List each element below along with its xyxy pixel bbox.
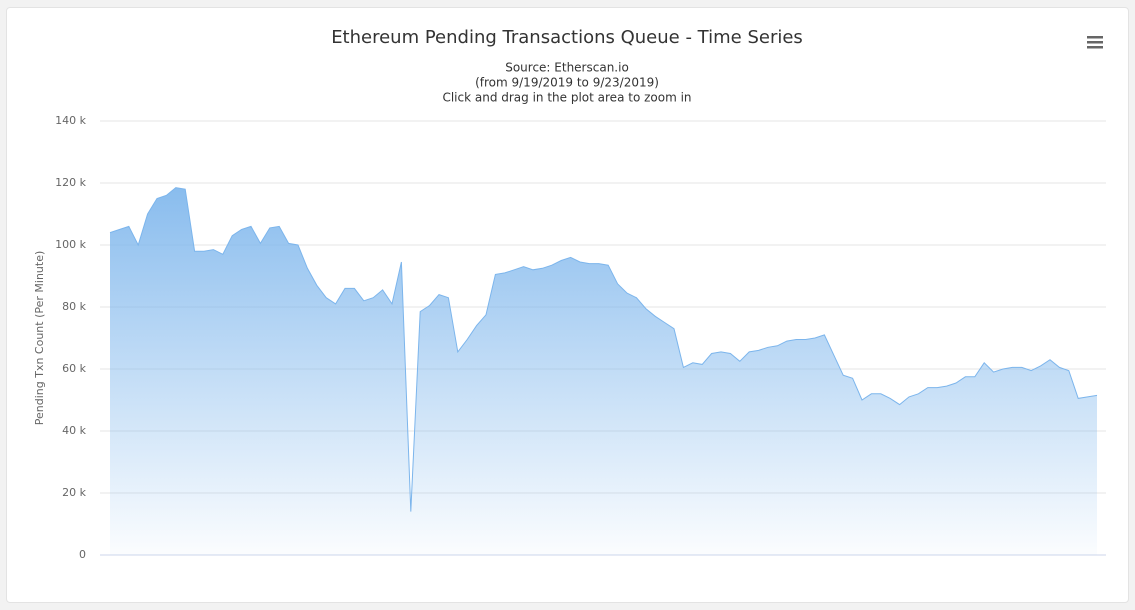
menu-bar[interactable]: [1087, 46, 1103, 49]
area-fill: [110, 187, 1097, 555]
chart-subtitle: Source: Etherscan.io: [505, 61, 629, 75]
y-tick-label: 20 k: [62, 486, 86, 499]
y-tick-label: 40 k: [62, 424, 86, 437]
chart-title: Ethereum Pending Transactions Queue - Ti…: [331, 27, 803, 48]
y-tick-label: 100 k: [55, 238, 86, 251]
y-tick-label: 120 k: [55, 176, 86, 189]
menu-bar[interactable]: [1087, 41, 1103, 44]
y-tick-label: 0: [79, 548, 86, 561]
menu-bar[interactable]: [1087, 36, 1103, 39]
y-axis-label: Pending Txn Count (Per Minute): [33, 251, 46, 426]
y-tick-label: 60 k: [62, 362, 86, 375]
y-tick-label: 80 k: [62, 300, 86, 313]
chart-subtitle: Click and drag in the plot area to zoom …: [442, 91, 691, 105]
y-tick-label: 140 k: [55, 114, 86, 127]
menu-button[interactable]: [1087, 36, 1103, 49]
chart-subtitle: (from 9/19/2019 to 9/23/2019): [475, 76, 659, 90]
area-line: [109, 187, 1098, 512]
